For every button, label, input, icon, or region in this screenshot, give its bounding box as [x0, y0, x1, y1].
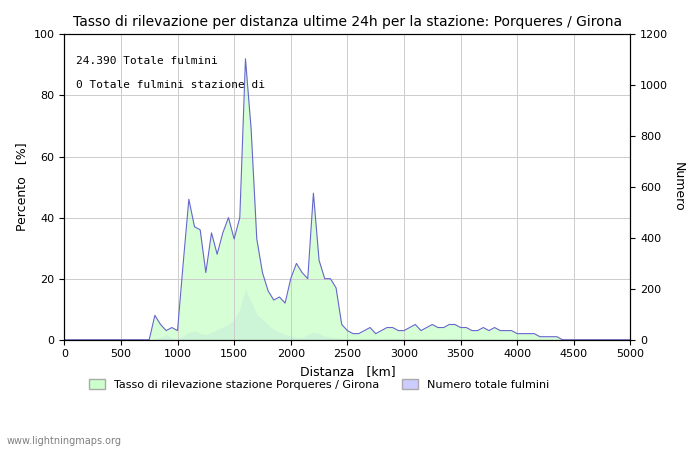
Y-axis label: Numero: Numero	[672, 162, 685, 212]
Text: www.lightningmaps.org: www.lightningmaps.org	[7, 436, 122, 446]
Legend: Tasso di rilevazione stazione Porqueres / Girona, Numero totale fulmini: Tasso di rilevazione stazione Porqueres …	[83, 374, 555, 395]
Title: Tasso di rilevazione per distanza ultime 24h per la stazione: Porqueres / Girona: Tasso di rilevazione per distanza ultime…	[73, 15, 622, 29]
X-axis label: Distanza   [km]: Distanza [km]	[300, 365, 395, 378]
Y-axis label: Percento   [%]: Percento [%]	[15, 143, 28, 231]
Text: 0 Totale fulmini stazione di: 0 Totale fulmini stazione di	[76, 80, 265, 90]
Text: 24.390 Totale fulmini: 24.390 Totale fulmini	[76, 56, 218, 66]
